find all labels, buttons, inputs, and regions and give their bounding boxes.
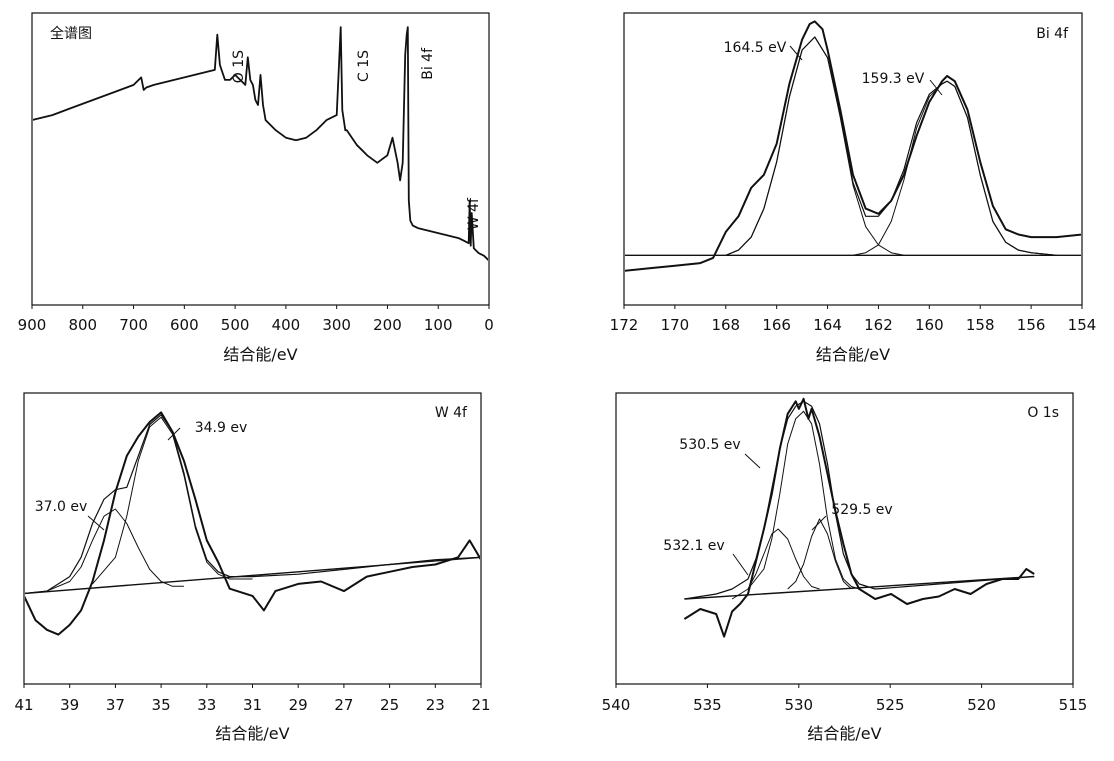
x-tick-label: 700 [119,316,148,334]
peak-annotation: C 1S [356,50,372,82]
x-tick-label: 400 [272,316,301,334]
xps-panel-2: 172 170 168 166 164 162 160 158 156 154 结合能/eV Bi 4… [610,12,1097,364]
x-tick-label: 23 [426,696,445,714]
x-tick-label: 37 [106,696,125,714]
peak-annotation: 37.0 ev [35,499,88,515]
baseline-line [25,556,480,595]
x-tick-label: 500 [221,316,250,334]
panel-title: W 4f [435,405,468,421]
peak-annotation: 530.5 ev [679,437,740,453]
fit-envelope-line [725,36,1057,256]
x-tick-label: 520 [967,696,996,714]
x-tick-label: 21 [471,696,490,714]
fit-peak-line [852,80,1057,256]
x-tick-label: 33 [197,696,216,714]
x-axis-title: 结合能/eV [215,724,289,743]
x-tick-label: 31 [243,696,262,714]
peak-annotation: O 1S [231,50,247,83]
x-tick-label: 530 [784,696,813,714]
x-tick-label: 166 [762,316,791,334]
fit-envelope-line [684,400,1035,600]
peak-annotation: 34.9 ev [195,420,248,436]
x-tick-label: 39 [60,696,79,714]
x-tick-label: 0 [484,316,494,334]
fit-peak-line [725,36,905,256]
x-tick-label: 100 [424,316,453,334]
x-tick-label: 164 [813,316,842,334]
peak-annotation: 532.1 ev [663,538,724,554]
fit-peak-line [787,518,852,590]
annotation-leader [929,79,943,96]
x-tick-label: 162 [864,316,893,334]
annotation-leader [789,45,803,61]
xps-panel-4: 540 535 530 525 520 515 结合能/eV O 1s 530.5 ev 529.… [602,392,1088,743]
plot-frame [31,12,490,306]
x-tick-label: 540 [602,696,631,714]
x-tick-label: 158 [966,316,995,334]
x-tick-label: 535 [693,696,722,714]
x-tick-label: 154 [1068,316,1097,334]
series-group [33,26,488,261]
series-group [625,20,1081,272]
fit-peak-line [92,416,253,585]
x-tick-label: 168 [711,316,740,334]
peak-annotation: W 4f [466,197,482,230]
plot-frame [623,12,1083,306]
raw-data-line [625,20,1081,272]
peak-annotation: 164.5 eV [724,40,787,56]
annotation-leader [167,427,181,441]
x-axis-title: 结合能/eV [807,724,881,743]
plot-frame [615,392,1074,685]
panel-title: O 1s [1027,405,1059,421]
panel-title: 全谱图 [50,25,92,42]
annotation-leader [744,453,761,469]
x-tick-label: 35 [152,696,171,714]
x-tick-label: 200 [373,316,402,334]
fit-peak-line [747,410,860,590]
x-tick-label: 156 [1017,316,1046,334]
x-tick-label: 29 [289,696,308,714]
x-tick-label: 525 [876,696,905,714]
x-tick-label: 800 [68,316,97,334]
x-tick-label: 900 [18,316,47,334]
x-axis-title: 结合能/eV [223,345,297,364]
xps-panel-3: 41 39 37 35 33 31 29 27 25 23 21 结合能/eV W 4f 34.9 ev 3… [14,392,491,743]
fit-peak-line [731,528,820,600]
x-tick-label: 172 [610,316,639,334]
x-tick-label: 600 [170,316,199,334]
raw-data-line [25,411,480,636]
xps-panel-1: 900 800 700 600 500 400 300 200 100 0 结合能/eV 全谱图 O 1… [18,12,494,364]
x-tick-label: 515 [1059,696,1088,714]
annotation-leader [87,515,105,531]
x-tick-label: 25 [380,696,399,714]
spectrum-line [33,26,488,261]
fit-envelope-line [25,414,480,594]
x-tick-label: 300 [322,316,351,334]
x-tick-label: 27 [334,696,353,714]
peak-annotation: Bi 4f [420,47,436,80]
x-tick-label: 170 [661,316,690,334]
baseline-line [684,575,1035,600]
series-group [683,397,1035,638]
annotation-leader [732,553,749,576]
x-axis-title: 结合能/eV [816,345,890,364]
annotation-leader [811,515,827,531]
peak-annotation: 529.5 ev [831,502,892,518]
fit-peak-line [25,508,184,594]
panel-title: Bi 4f [1036,26,1069,42]
peak-annotation: 159.3 eV [862,71,925,87]
x-tick-label: 160 [915,316,944,334]
x-tick-label: 41 [14,696,33,714]
raw-data-line [683,397,1035,638]
plot-frame [23,392,482,685]
series-group [25,411,480,636]
